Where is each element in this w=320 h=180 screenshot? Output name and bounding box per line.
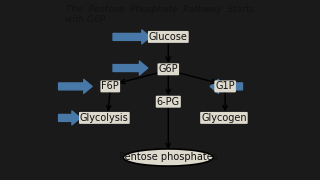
Text: Pentose phosphates: Pentose phosphates [119, 152, 218, 163]
Text: G6P: G6P [158, 64, 178, 74]
Text: Glucose: Glucose [149, 32, 188, 42]
Ellipse shape [123, 149, 213, 166]
Text: The  Pentose  Phosphate  Pathway  Starts: The Pentose Phosphate Pathway Starts [66, 4, 254, 14]
Text: with G6P: with G6P [65, 15, 105, 24]
Text: Glycogen: Glycogen [201, 113, 247, 123]
Text: 6-PG: 6-PG [157, 97, 180, 107]
Text: Glycolysis: Glycolysis [80, 113, 129, 123]
Text: F6P: F6P [101, 81, 119, 91]
Text: G1P: G1P [215, 81, 235, 91]
